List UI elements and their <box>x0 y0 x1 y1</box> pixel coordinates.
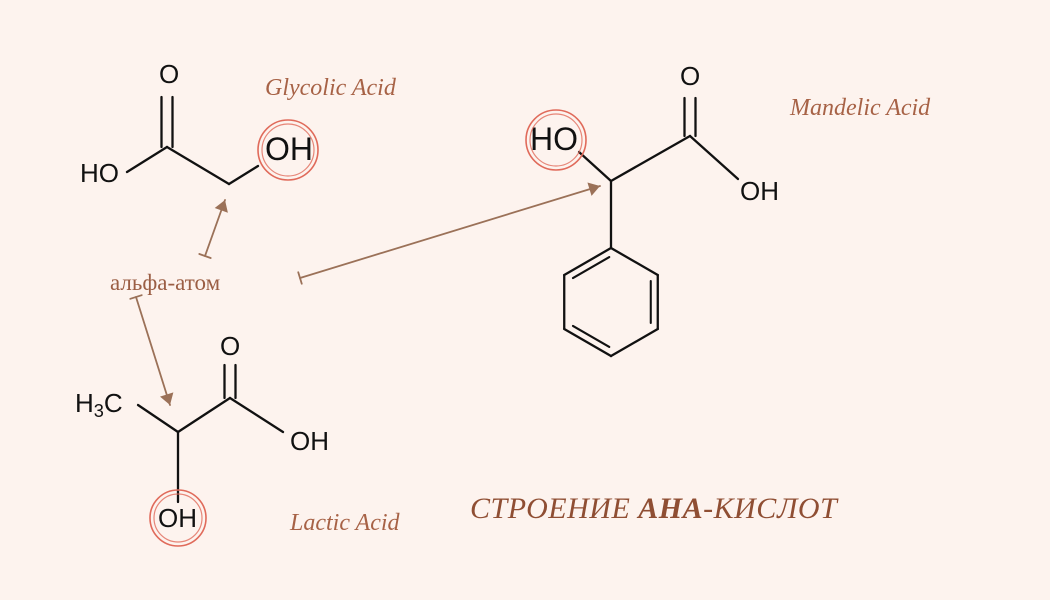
title-pre: СТРОЕНИЕ <box>470 492 638 525</box>
svg-text:O: O <box>159 59 179 89</box>
label-lactic-acid: Lactic Acid <box>290 510 400 537</box>
svg-text:O: O <box>220 331 240 361</box>
svg-text:OH: OH <box>740 176 779 206</box>
title-bold: AHA <box>638 492 703 525</box>
label-alpha-atom: альфа-атом <box>110 270 220 296</box>
svg-text:OH: OH <box>265 131 313 167</box>
diagram-canvas: HO O OH H3C O OH OH HO O OH Glycolic Acid Mandeli… <box>0 0 1050 600</box>
svg-text:OH: OH <box>158 503 197 533</box>
label-glycolic-acid: Glycolic Acid <box>265 75 396 102</box>
label-mandelic-acid: Mandelic Acid <box>790 95 930 122</box>
title-post: -КИСЛОТ <box>703 492 837 525</box>
svg-text:H3C: H3C <box>75 388 123 421</box>
svg-text:OH: OH <box>290 426 329 456</box>
svg-text:HO: HO <box>530 121 578 157</box>
svg-text:O: O <box>680 61 700 91</box>
svg-text:HO: HO <box>80 158 119 188</box>
diagram-title: СТРОЕНИЕ AHA-КИСЛОТ <box>470 492 837 526</box>
